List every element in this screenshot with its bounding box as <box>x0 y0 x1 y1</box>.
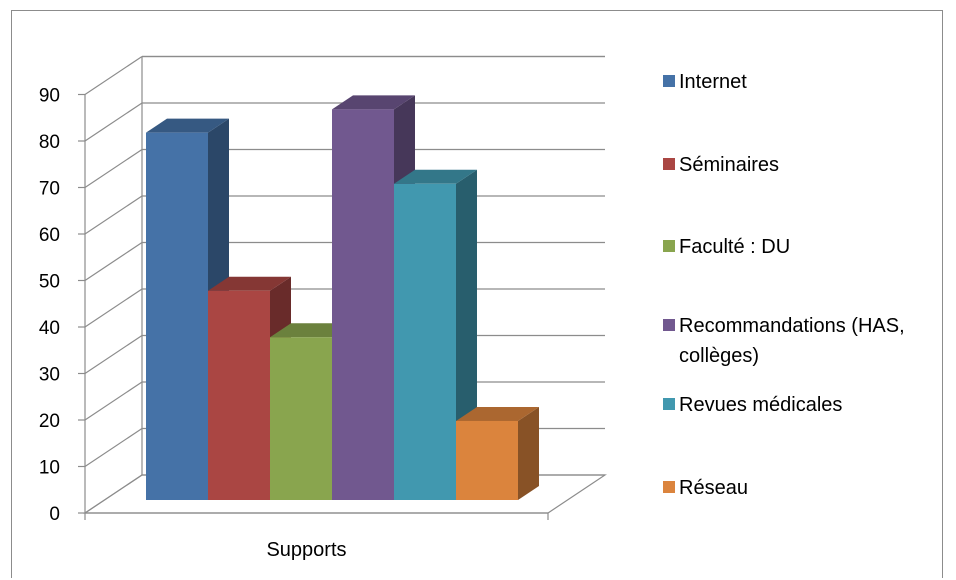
y-tick-label: 90 <box>39 86 60 107</box>
bar-top <box>456 406 539 421</box>
bar-front <box>146 132 208 500</box>
bar-top <box>332 95 415 110</box>
bar-r-seau <box>456 406 539 500</box>
legend-label: Recommandations (HAS, collèges) <box>679 315 905 367</box>
x-category-label: Supports <box>266 539 346 561</box>
bar-side <box>518 406 539 500</box>
gridline-side <box>84 56 143 95</box>
gridline-side <box>84 381 143 421</box>
bar-top <box>146 118 229 133</box>
x-axis: Supports <box>84 512 549 561</box>
y-tick-label: 60 <box>39 225 60 246</box>
legend-label: Faculté : DU <box>679 236 790 258</box>
y-tick-label: 80 <box>39 132 60 153</box>
bars <box>146 95 539 501</box>
y-tick-label: 50 <box>39 272 60 293</box>
legend-item: Internet <box>663 71 747 93</box>
gridline-side <box>84 335 143 374</box>
y-tick-label: 70 <box>39 179 60 200</box>
legend-swatch <box>663 75 675 87</box>
gridline-side <box>84 195 143 235</box>
legend-item: Recommandations (HAS, collèges) <box>663 315 905 367</box>
gridline-side <box>84 242 143 281</box>
y-tick-label: 40 <box>39 318 60 339</box>
gridline-side <box>84 428 143 467</box>
y-tick-label: 20 <box>39 411 60 432</box>
bar-front <box>332 109 394 501</box>
legend-swatch <box>663 240 675 252</box>
gridline-side <box>84 102 143 142</box>
y-tick-label: 10 <box>39 458 60 479</box>
legend-label: Internet <box>679 71 747 93</box>
bar-top <box>394 169 477 184</box>
legend-swatch <box>663 481 675 493</box>
legend-swatch <box>663 319 675 331</box>
legend-label: Réseau <box>679 477 748 499</box>
legend-label: Revues médicales <box>679 394 842 416</box>
legend-item: Réseau <box>663 477 748 499</box>
y-tick-label: 30 <box>39 365 60 386</box>
gridline-side <box>84 288 143 328</box>
bar-front <box>456 420 518 500</box>
bar-front <box>208 290 270 500</box>
legend-item: Revues médicales <box>663 394 842 416</box>
legend-label: Séminaires <box>679 154 779 176</box>
y-axis: 0 10 20 30 40 50 60 70 80 90 <box>39 56 143 525</box>
bar-top <box>208 276 291 291</box>
chart-frame <box>11 10 943 578</box>
y-tick-label: 0 <box>49 504 60 525</box>
gridline-side <box>84 149 143 188</box>
bar-front <box>270 337 332 500</box>
bar-front <box>394 183 456 501</box>
legend-swatch <box>663 158 675 170</box>
legend-item: Faculté : DU <box>663 236 790 258</box>
legend: Internet Séminaires Faculté : DU Recommanda… <box>663 71 905 499</box>
legend-item: Séminaires <box>663 154 779 176</box>
legend-swatch <box>663 398 675 410</box>
